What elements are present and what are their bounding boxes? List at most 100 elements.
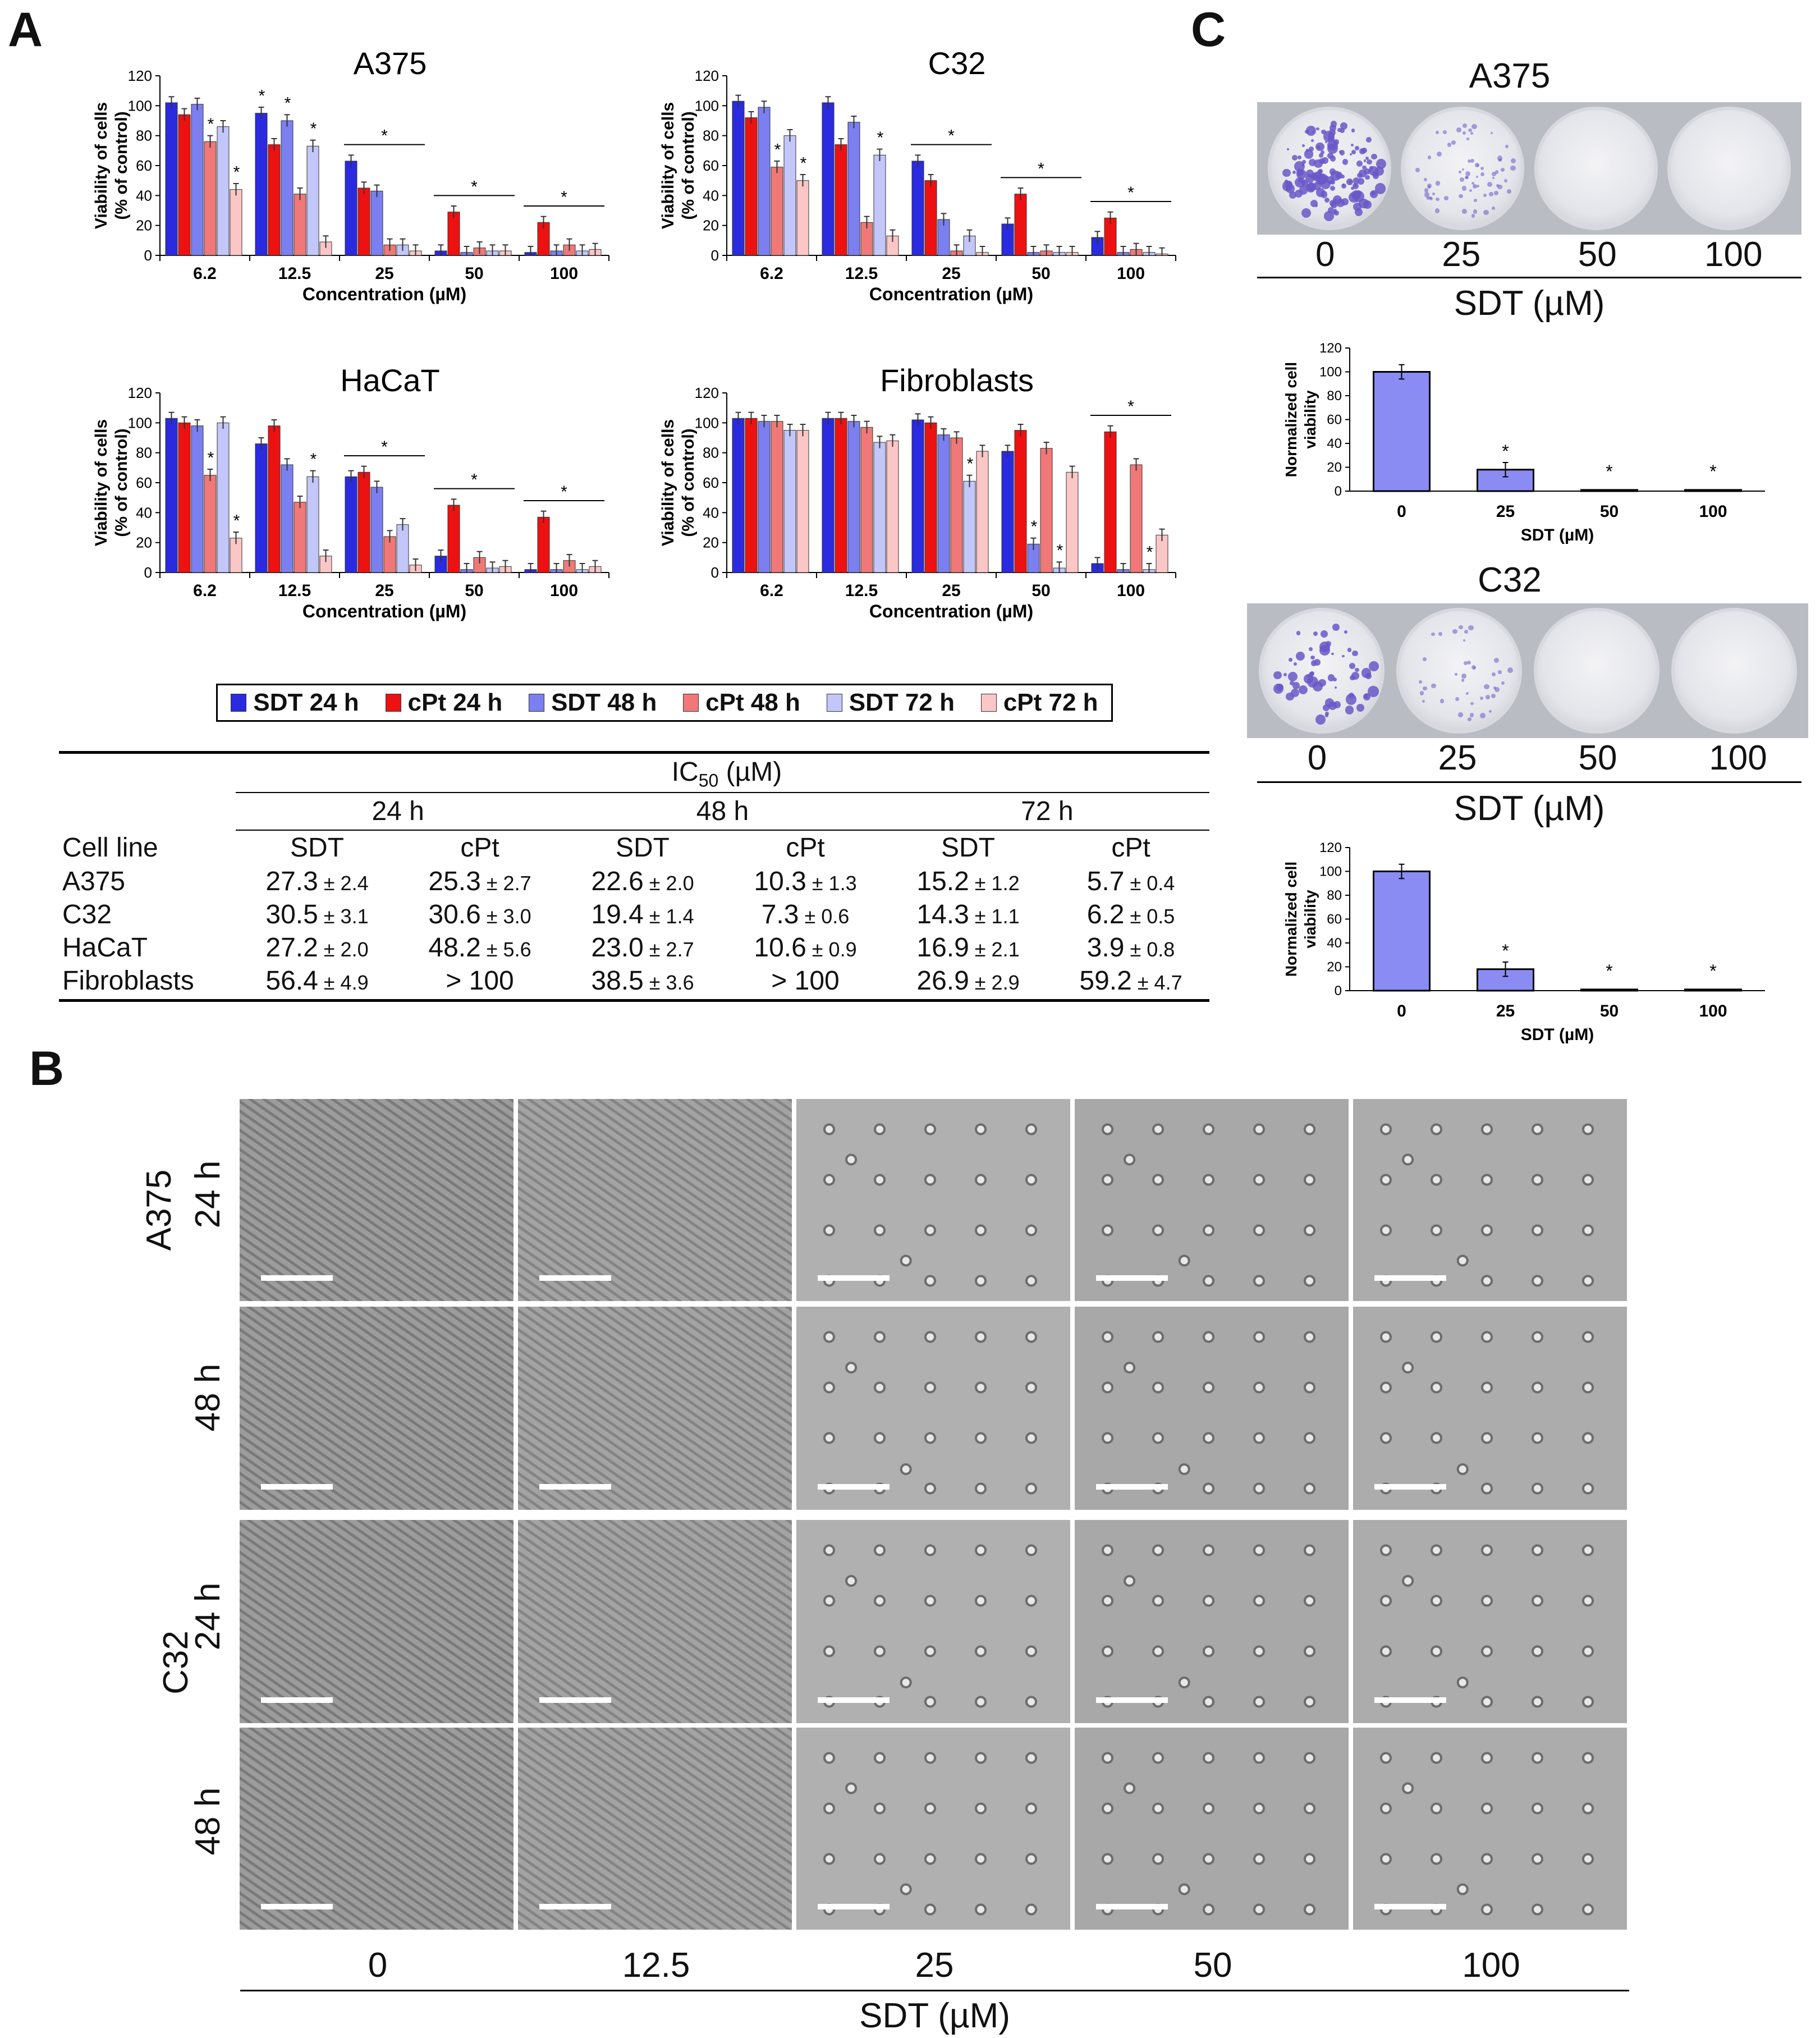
colony-dot	[1435, 197, 1440, 201]
colony-dot	[1492, 177, 1494, 180]
colony-concentration-label: 25	[1438, 739, 1477, 777]
y-axis-label-line2: (% of control)	[679, 111, 698, 219]
bar-cpt-24-h	[178, 114, 191, 256]
colony-dot	[1356, 703, 1365, 712]
significance-asterisk: *	[233, 511, 240, 530]
colony-dot	[1294, 662, 1298, 666]
y-tick-label: 40	[1327, 936, 1342, 951]
ic50-value: 10.6 ± 0.9	[724, 932, 887, 963]
colony-dot	[1474, 199, 1477, 203]
colony-dot	[1283, 673, 1287, 676]
colony-dot	[1313, 631, 1318, 636]
colony-dot	[1308, 158, 1317, 167]
x-tick-label: 6.2	[193, 581, 217, 600]
significance-asterisk: *	[800, 154, 807, 172]
colony-dot	[1327, 139, 1338, 150]
colony-dot	[1466, 138, 1469, 140]
colony-dot	[1443, 130, 1447, 135]
y-tick-label: 40	[703, 187, 719, 204]
x-tick-label: 25	[1496, 502, 1515, 521]
colony-dot	[1332, 624, 1340, 631]
colony-dot	[1333, 208, 1337, 213]
colony-dot	[1505, 145, 1509, 148]
colony-dot	[1486, 695, 1490, 699]
colony-dot	[1295, 177, 1305, 187]
colony-dot	[1333, 210, 1339, 216]
significance-asterisk: *	[233, 163, 240, 181]
colony-concentration-label: 25	[1442, 235, 1481, 274]
ic50-sd: ± 4.9	[318, 971, 369, 994]
colony-dot	[1455, 673, 1457, 676]
colony-dot	[1317, 173, 1328, 185]
scale-bar	[261, 1697, 333, 1703]
bar-cpt-24-h	[924, 180, 937, 256]
scale-bar	[261, 1484, 333, 1490]
x-tick-label: 50	[1032, 581, 1050, 600]
x-tick-label: 25	[375, 264, 393, 283]
x-tick-label: 0	[1397, 1002, 1406, 1020]
scale-bar	[1374, 1275, 1446, 1281]
colony-dot	[1302, 144, 1305, 148]
ic50-time-header: 24 h	[372, 796, 424, 826]
colony-dot	[1340, 122, 1348, 130]
colony-dot	[1329, 168, 1336, 175]
colony-dot	[1432, 192, 1435, 195]
colony-dot	[1348, 693, 1355, 699]
micrograph-tile	[518, 1307, 792, 1510]
colony-dot	[1465, 691, 1469, 695]
legend-swatch	[683, 694, 699, 712]
colony-dot	[1287, 671, 1298, 681]
micrograph-tile	[796, 1099, 1070, 1301]
bar-cpt-72-h	[796, 430, 809, 573]
significance-asterisk: *	[208, 448, 214, 467]
ic50-value: 5.7 ± 0.4	[1049, 866, 1212, 897]
x-tick-label: 50	[1600, 502, 1619, 521]
colony-dot	[1292, 170, 1296, 174]
y-tick-label: 80	[136, 127, 152, 144]
scale-bar	[1096, 1484, 1168, 1490]
colony-dot	[1507, 667, 1513, 674]
ic50-value: 16.9 ± 2.1	[887, 932, 1049, 963]
colony-dot	[1371, 191, 1376, 196]
colony-dot	[1298, 685, 1308, 694]
legend-swatch	[980, 694, 997, 712]
bar-sdt-72-h	[783, 135, 796, 256]
colony-dot	[1351, 650, 1358, 657]
micrograph-tile	[1075, 1728, 1349, 1930]
culture-dish	[1671, 608, 1797, 734]
ic50-value: 6.2 ± 0.5	[1049, 899, 1212, 930]
colony-dot	[1424, 192, 1430, 198]
bar-cpt-48-h	[204, 141, 217, 256]
bar-cpt-48-h	[860, 427, 873, 573]
colony-dot	[1368, 169, 1372, 173]
ic50-value: 27.2 ± 2.0	[236, 932, 398, 963]
colony-dot	[1469, 713, 1474, 717]
colony-dot	[1332, 677, 1337, 681]
y-tick-label: 120	[695, 384, 719, 401]
colony-dot	[1365, 175, 1370, 180]
bar-cpt-24-h	[537, 516, 550, 573]
ic50-sd: ± 0.6	[799, 905, 850, 928]
ic50-mean: 16.9	[916, 933, 969, 963]
x-tick-label: 6.2	[760, 264, 783, 283]
micrograph-tile	[1075, 1099, 1349, 1301]
colony-dot	[1479, 713, 1486, 719]
micrograph-tile	[1353, 1728, 1627, 1930]
colony-dot	[1434, 208, 1440, 213]
colony-dot	[1474, 163, 1479, 168]
colony-dot	[1359, 198, 1369, 209]
micrograph-tile	[1075, 1307, 1349, 1510]
ic50-sd: ± 2.7	[643, 938, 694, 961]
colony-dot	[1494, 190, 1499, 195]
x-tick-label: 100	[1699, 502, 1727, 521]
bar-sdt-72-h	[873, 154, 886, 256]
x-tick-label: 25	[1496, 1002, 1515, 1020]
ic50-mean: 22.6	[591, 867, 644, 896]
y-tick-label: 80	[703, 127, 719, 144]
bar-sdt-72-h	[306, 476, 319, 573]
y-tick-label: 0	[711, 247, 719, 264]
colony-dot	[1358, 178, 1364, 185]
y-tick-label: 100	[128, 414, 152, 431]
ic50-mean: 30.5	[265, 900, 318, 929]
panel-label-a: A	[8, 3, 43, 57]
